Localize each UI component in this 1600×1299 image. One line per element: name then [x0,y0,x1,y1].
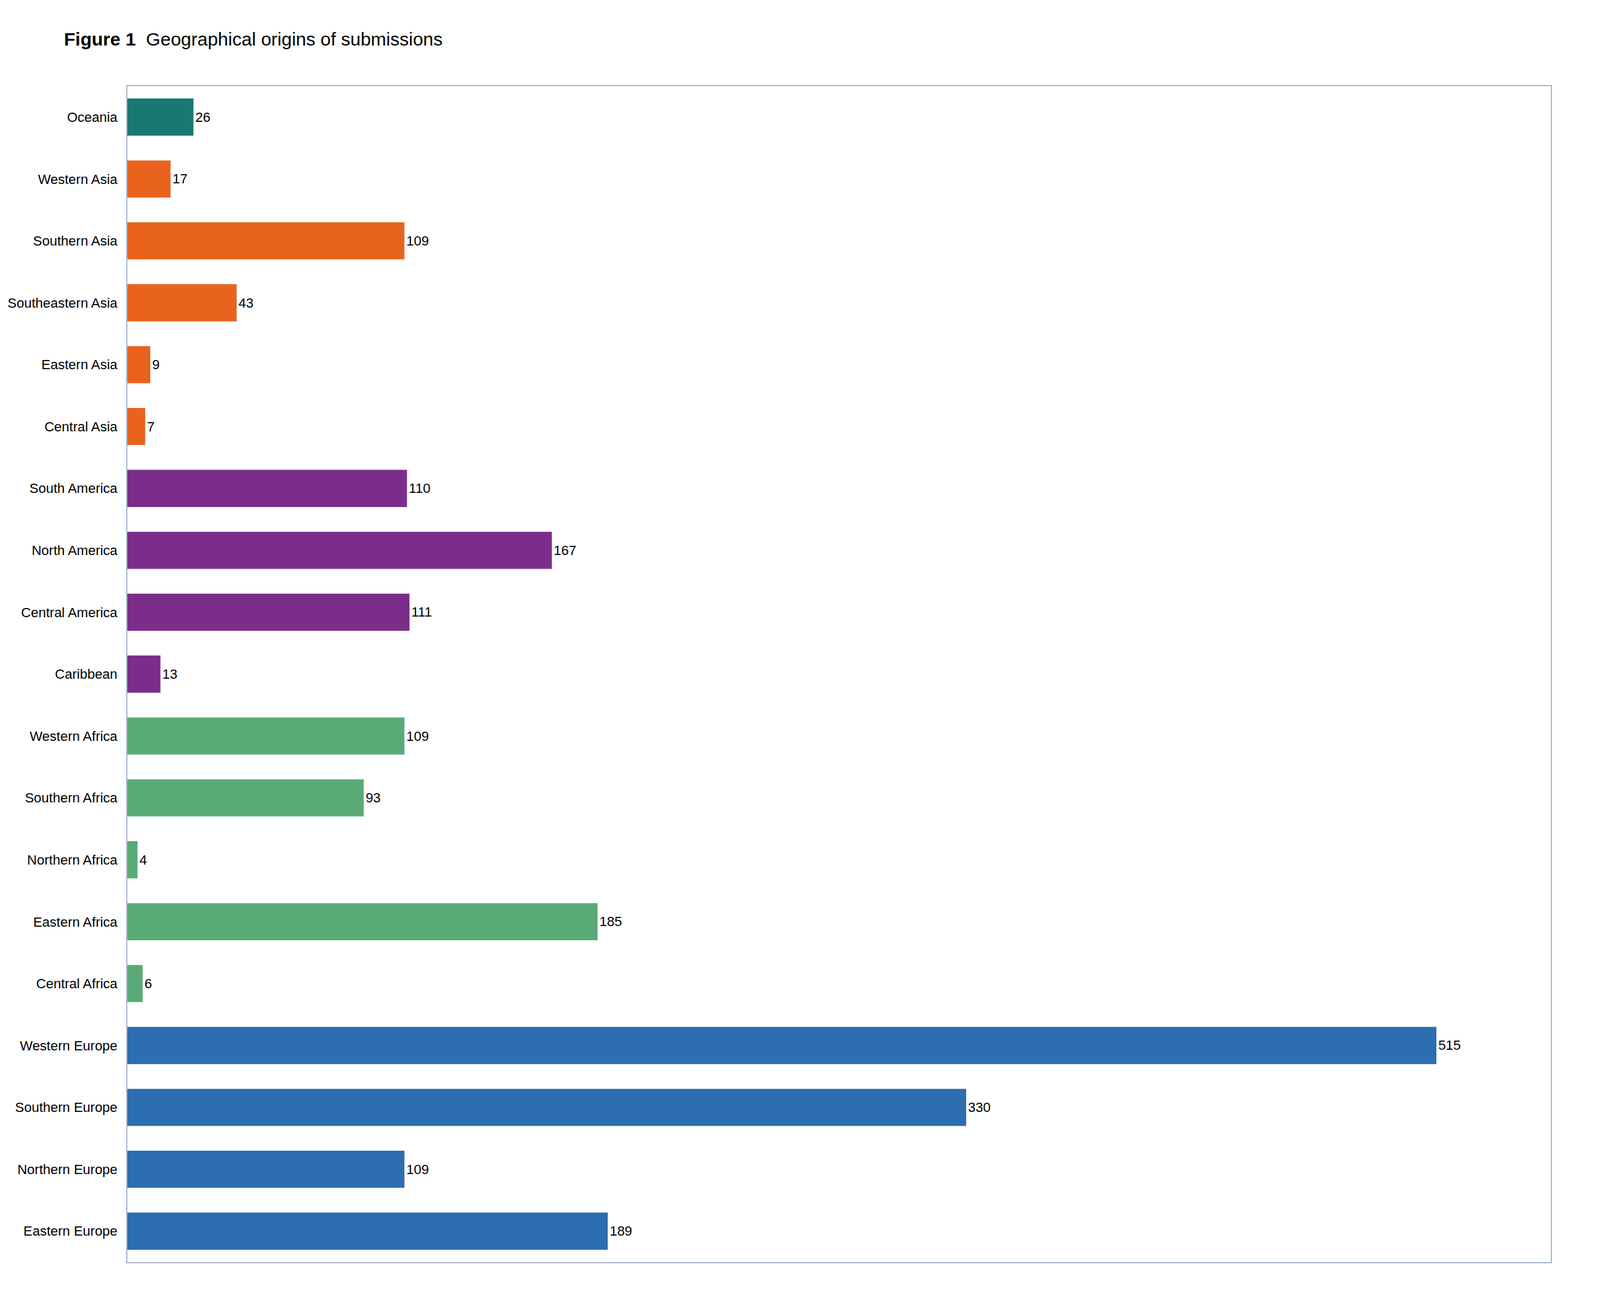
svg-text:Western Africa: Western Africa [29,728,118,744]
svg-text:189: 189 [609,1223,633,1239]
svg-text:93: 93 [365,790,381,806]
svg-text:Central America: Central America [20,604,118,621]
svg-text:Central Africa: Central Africa [36,976,119,992]
svg-text:109: 109 [406,728,429,744]
svg-text:Southeastern Asia: Southeastern Asia [7,295,118,311]
svg-text:109: 109 [406,1161,429,1178]
svg-text:167: 167 [553,542,577,559]
svg-text:13: 13 [162,666,178,682]
svg-text:Western Asia: Western Asia [38,171,119,188]
svg-text:26: 26 [195,109,210,125]
svg-text:South America: South America [29,480,119,496]
svg-text:Northern Europe: Northern Europe [17,1161,118,1178]
svg-text:515: 515 [1438,1037,1461,1053]
svg-text:Caribbean: Caribbean [54,666,118,682]
svg-text:9: 9 [152,356,160,373]
svg-text:Central Asia: Central Asia [44,419,118,435]
svg-text:Northern Africa: Northern Africa [27,852,118,868]
svg-text:43: 43 [238,295,254,311]
svg-text:17: 17 [172,171,188,187]
svg-text:4: 4 [139,852,148,868]
svg-text:Eastern Africa: Eastern Africa [33,914,119,930]
svg-text:Western Europe: Western Europe [19,1038,118,1054]
svg-text:Figure 1 Geographical origins: Figure 1 Geographical origins of submiss… [64,28,443,50]
svg-text:111: 111 [411,604,432,620]
svg-text:North America: North America [31,542,118,559]
svg-text:Southern Asia: Southern Asia [33,233,119,249]
svg-text:109: 109 [406,233,429,249]
svg-text:Eastern Asia: Eastern Asia [41,356,118,373]
svg-text:6: 6 [144,976,152,992]
svg-text:Eastern Europe: Eastern Europe [23,1223,118,1239]
svg-text:330: 330 [968,1099,991,1116]
svg-text:7: 7 [147,419,155,435]
svg-text:Southern Africa: Southern Africa [24,790,118,806]
svg-text:Oceania: Oceania [67,109,119,125]
svg-text:185: 185 [599,913,623,930]
svg-text:Southern Europe: Southern Europe [15,1099,118,1116]
svg-text:110: 110 [408,480,431,496]
